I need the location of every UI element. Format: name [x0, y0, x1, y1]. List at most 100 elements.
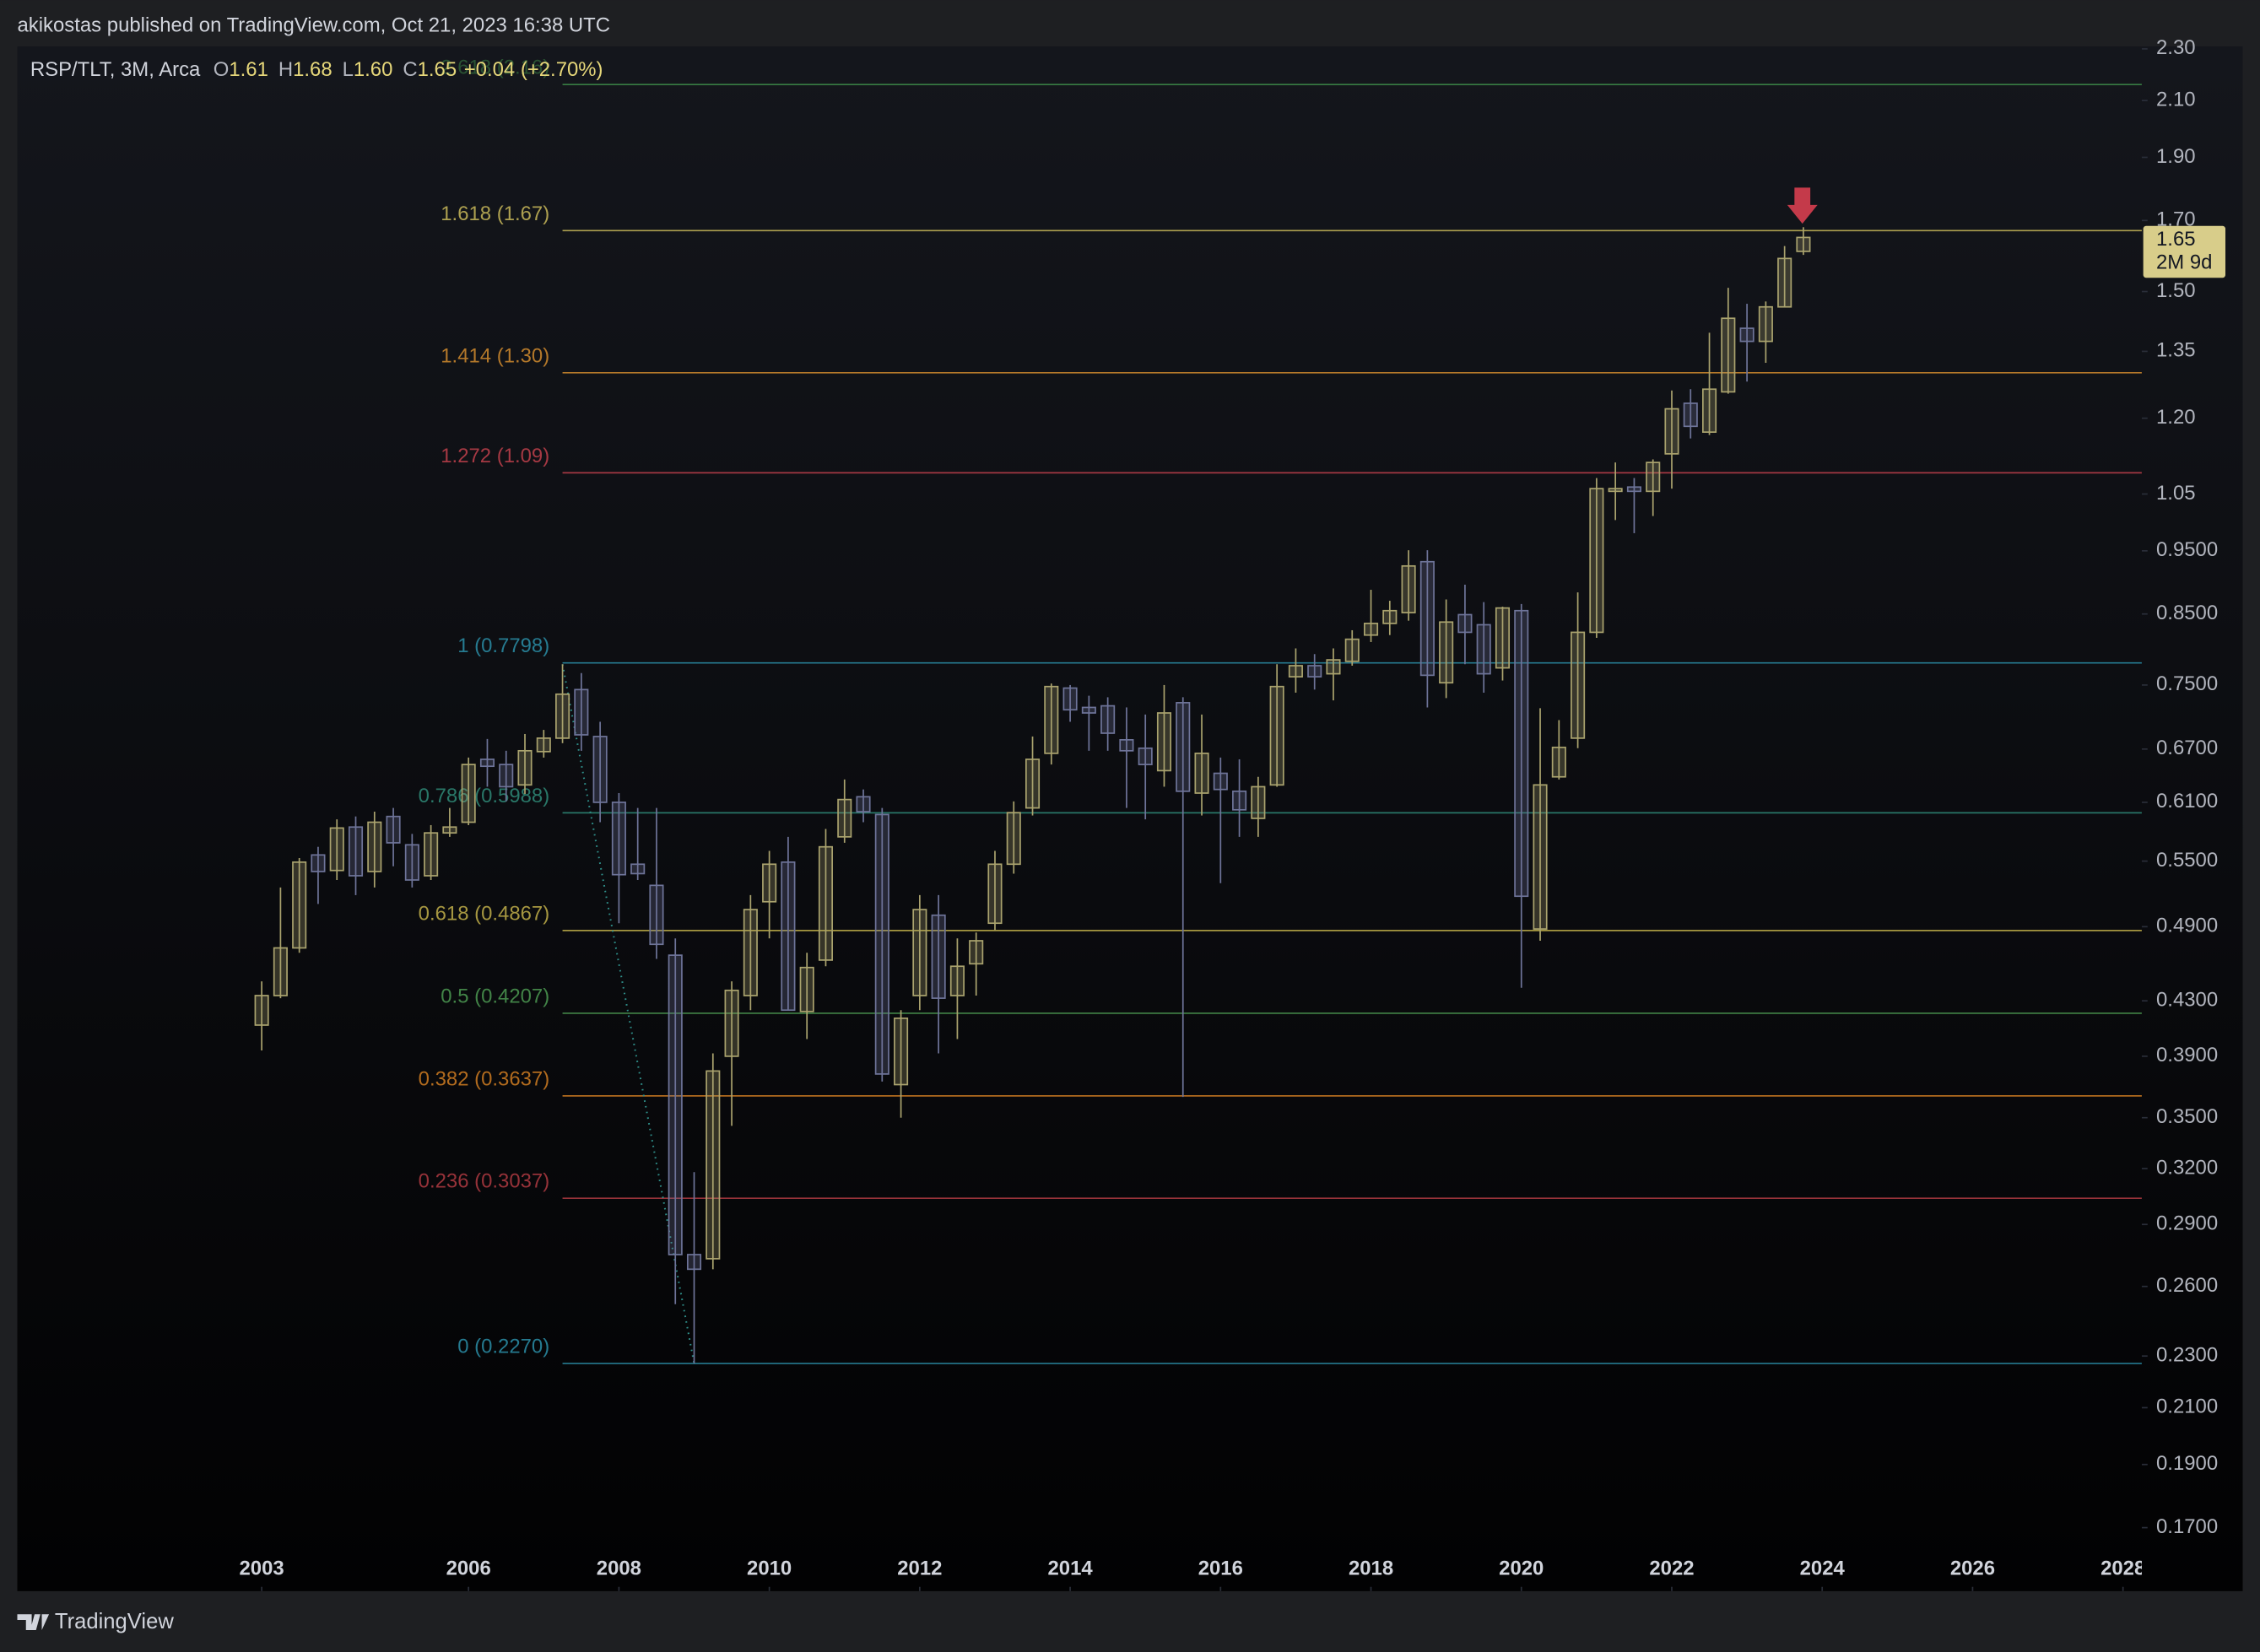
- candle-body: [743, 909, 758, 996]
- candle-body: [404, 844, 419, 881]
- price-tag: [2143, 225, 2226, 278]
- legend-value: 1.60: [354, 58, 393, 81]
- candle-body: [894, 1018, 909, 1086]
- candle-body: [1401, 564, 1416, 613]
- candle-body: [1232, 790, 1247, 811]
- y-axis: 2.302.101.901.701.501.351.201.050.95000.…: [2141, 36, 2218, 1538]
- candle-body: [649, 884, 664, 946]
- candle-body: [1025, 759, 1041, 809]
- y-tick-label: 0.5500: [2156, 849, 2218, 872]
- y-tick-label: 0.4900: [2156, 915, 2218, 937]
- candle-body: [1326, 659, 1341, 675]
- y-tick-label: 0.7500: [2156, 672, 2218, 695]
- candle-body: [367, 821, 382, 872]
- candle-body: [348, 826, 364, 877]
- y-tick-label: 1.05: [2156, 482, 2196, 505]
- candle-body: [1721, 317, 1736, 393]
- candle-body: [1382, 609, 1398, 624]
- candle-body: [931, 914, 946, 999]
- y-tick-label: 0.3500: [2156, 1105, 2218, 1128]
- legend-key: L: [343, 58, 354, 81]
- candle-body: [837, 798, 852, 838]
- y-tick-label: 0.6700: [2156, 737, 2218, 759]
- candle-body: [311, 854, 326, 872]
- legend: RSP/TLT, 3M, Arca O1.61 H1.68 L1.60 C1.65 +0.…: [30, 58, 603, 81]
- legend-change: +0.04 (+2.70%): [464, 58, 603, 81]
- y-tick-label: 0.6100: [2156, 790, 2218, 813]
- x-axis: 2003 2006 2008 2010 2012 2014 2016 2018 2020 2022…: [240, 1558, 2142, 1591]
- legend-value: 1.68: [293, 58, 333, 81]
- candle-body: [724, 989, 739, 1057]
- candle-body: [461, 764, 476, 823]
- candle-body: [630, 863, 646, 875]
- candle-body: [1608, 488, 1623, 493]
- candle-body: [1138, 747, 1153, 765]
- candle-body: [1683, 402, 1698, 428]
- candle-body: [912, 909, 927, 996]
- legend-symbol: RSP/TLT, 3M, Arca: [30, 58, 201, 81]
- x-tick-label: 2018: [1349, 1558, 1393, 1580]
- y-tick-label: 0.2600: [2156, 1274, 2218, 1297]
- y-tick-label: 0.2100: [2156, 1396, 2218, 1418]
- fib-level-label: 0.5 (0.4207): [441, 985, 549, 1007]
- candle-body: [1006, 812, 1021, 866]
- candle-body: [1176, 702, 1191, 792]
- fib-level-label: 2.618 (2.16): [441, 57, 549, 79]
- candle-body: [856, 796, 871, 813]
- header-title: akikostas published on TradingView.com, …: [17, 13, 610, 36]
- x-tick-label: 2010: [747, 1558, 792, 1580]
- candle-body: [1062, 687, 1078, 711]
- y-tick-label: 0.1700: [2156, 1515, 2218, 1538]
- candle-body: [969, 940, 984, 965]
- candle-body: [1495, 607, 1511, 669]
- y-tick-label: 0.1900: [2156, 1452, 2218, 1475]
- candle-body: [1269, 685, 1284, 786]
- fib-level-label: 0.618 (0.4867): [419, 902, 550, 925]
- fib-level-label: 0.786 (0.5988): [419, 785, 550, 807]
- candle-body: [1119, 739, 1134, 752]
- x-tick-label: 2006: [446, 1558, 491, 1580]
- x-tick-label: 2026: [1950, 1558, 1995, 1580]
- y-tick-label: 1.90: [2156, 145, 2196, 168]
- x-tick-label: 2012: [897, 1558, 942, 1580]
- candle-body: [1081, 706, 1096, 714]
- candle-body: [686, 1254, 702, 1271]
- x-tick-label: 2016: [1198, 1558, 1243, 1580]
- x-tick-label: 2022: [1649, 1558, 1694, 1580]
- overlay: RSP/TLT, 3M, Arca O1.61 H1.68 L1.60 C1.65 +0.…: [30, 58, 2226, 278]
- candle-body: [1777, 257, 1792, 308]
- candle-body: [386, 815, 401, 844]
- y-tick-label: 2.10: [2156, 88, 2196, 111]
- candle-body: [1439, 621, 1454, 684]
- candle-body: [592, 736, 608, 803]
- candle-body: [781, 861, 796, 1012]
- candle-body: [799, 966, 814, 1012]
- candle-body: [1344, 638, 1360, 662]
- candle-body: [1307, 665, 1322, 678]
- candle-body: [1044, 685, 1059, 754]
- candle-body: [536, 737, 551, 753]
- y-tick-label: 0.3200: [2156, 1156, 2218, 1179]
- x-tick-label: 2020: [1499, 1558, 1544, 1580]
- y-tick-label: 0.8500: [2156, 602, 2218, 624]
- candle-body: [1251, 786, 1266, 819]
- y-tick-label: 0.2900: [2156, 1212, 2218, 1235]
- candle-body: [762, 863, 777, 903]
- candle-body: [517, 749, 533, 786]
- fib-level-label: 1.414 (1.30): [441, 344, 549, 367]
- x-tick-label: 2003: [240, 1558, 284, 1580]
- arrow-annotation: [1787, 187, 1818, 224]
- candle-body: [1288, 665, 1303, 678]
- y-tick-label: 1.20: [2156, 406, 2196, 429]
- candle-body: [949, 965, 965, 996]
- candle-body: [479, 759, 495, 768]
- logo-mark: [17, 1614, 50, 1631]
- fib-level-label: 1.272 (1.09): [441, 445, 549, 467]
- candle-body: [1589, 488, 1604, 634]
- x-tick-label: 2014: [1047, 1558, 1093, 1580]
- candle-body: [1646, 462, 1661, 493]
- candle-body: [1739, 327, 1754, 343]
- candle-body: [1551, 746, 1566, 778]
- legend-value: 1.61: [229, 58, 268, 81]
